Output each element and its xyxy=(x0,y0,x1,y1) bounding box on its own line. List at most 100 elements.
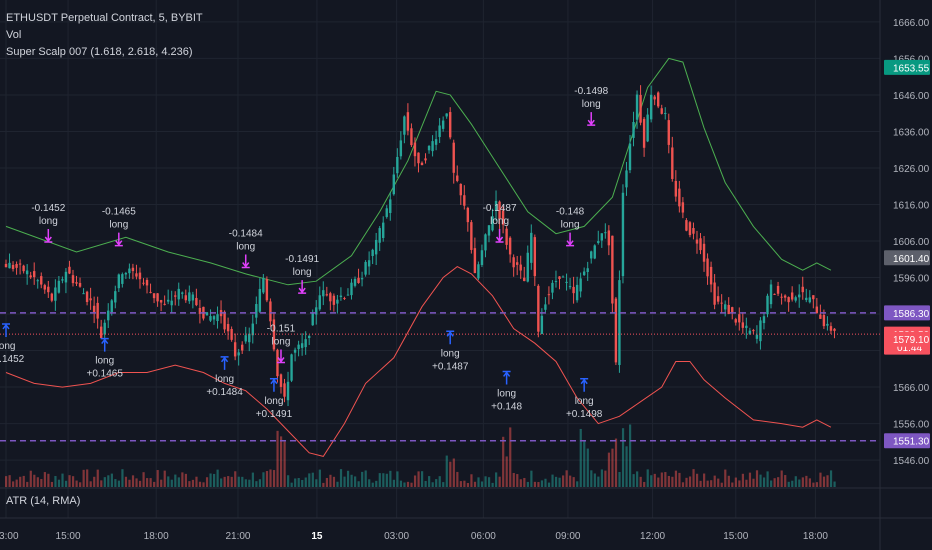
candle-body xyxy=(452,142,455,173)
volume-bar xyxy=(720,482,723,487)
candle-body xyxy=(738,314,741,323)
volume-bar xyxy=(755,470,759,487)
candle-body xyxy=(720,302,723,304)
volume-bar xyxy=(279,436,283,487)
y-tick-label: 1666.00 xyxy=(893,18,930,29)
candle-body xyxy=(50,293,54,301)
price-label-text: 1551.30 xyxy=(893,437,930,448)
candle-body xyxy=(790,292,794,300)
volume-bar xyxy=(15,479,18,487)
candle-body xyxy=(664,112,667,114)
volume-bar xyxy=(625,446,628,487)
volume-bar xyxy=(428,476,431,487)
lower-band-line xyxy=(5,266,832,457)
candle-body xyxy=(565,281,568,283)
candle-body xyxy=(170,300,173,306)
x-tick-label: 18:00 xyxy=(144,531,169,542)
short-arrow-icon xyxy=(298,280,307,294)
volume-bar xyxy=(537,482,540,487)
vol-legend[interactable]: Vol xyxy=(6,29,22,41)
volume-bar xyxy=(378,473,381,487)
candle-body xyxy=(85,291,89,302)
volume-bar xyxy=(456,471,459,487)
volume-bar xyxy=(272,470,276,487)
volume-bar xyxy=(304,477,307,487)
volume-bar xyxy=(551,474,554,487)
candle-body xyxy=(350,282,353,296)
volume-bar xyxy=(364,470,367,487)
volume-bar xyxy=(339,469,343,487)
x-tick-label: 18:00 xyxy=(803,531,828,542)
volume-bar xyxy=(477,477,480,487)
candle-body xyxy=(752,330,755,332)
candle-body xyxy=(530,232,533,263)
volume-bar xyxy=(607,452,611,487)
candle-body xyxy=(378,228,381,243)
candle-body xyxy=(399,140,403,157)
volume-bar xyxy=(770,480,773,487)
volume-bar xyxy=(512,472,515,487)
candle-body xyxy=(121,274,124,284)
volume-bar xyxy=(269,469,272,487)
candle-body xyxy=(374,239,378,255)
candle-body xyxy=(519,264,522,271)
candle-body xyxy=(731,307,734,313)
short-arrow-icon xyxy=(114,232,123,247)
volume-bar xyxy=(117,480,121,487)
candle-body xyxy=(212,316,216,320)
volume-bar xyxy=(329,474,332,487)
volume-bar xyxy=(611,448,614,487)
volume-bar xyxy=(660,472,663,487)
volume-bar xyxy=(713,475,716,487)
volume-bar xyxy=(516,474,519,487)
volume-bar xyxy=(382,473,385,487)
candle-body xyxy=(131,267,135,272)
candle-body xyxy=(283,383,286,397)
symbol-legend[interactable]: ETHUSDT Perpetual Contract, 5, BYBIT xyxy=(6,12,203,24)
candle-body xyxy=(780,296,783,298)
signal-value: +0.1452 xyxy=(0,354,25,365)
atr-legend[interactable]: ATR (14, RMA) xyxy=(6,495,81,507)
signal-value: +0.148 xyxy=(491,401,522,412)
volume-bar xyxy=(128,479,131,487)
candle-body xyxy=(117,274,121,289)
candle-body xyxy=(357,277,360,283)
volume-bar xyxy=(216,469,219,487)
volume-bar xyxy=(706,480,709,487)
candle-body xyxy=(815,306,819,314)
volume-bar xyxy=(530,470,533,487)
candle-body xyxy=(71,275,75,284)
volume-bar xyxy=(26,481,29,487)
volume-bar xyxy=(318,469,321,487)
volume-bar xyxy=(787,481,790,487)
indicator-legend[interactable]: Super Scalp 007 (1.618, 2.618, 4.236) xyxy=(6,46,193,58)
candle-body xyxy=(741,322,745,328)
price-label-countdown: 01:44 xyxy=(897,343,922,354)
candle-body xyxy=(61,279,64,281)
volume-bar xyxy=(399,480,403,487)
volume-bar xyxy=(138,480,142,487)
volume-bar xyxy=(604,470,607,487)
candle-body xyxy=(244,335,247,342)
candle-body xyxy=(685,220,688,231)
signal-value: +0.1491 xyxy=(256,409,293,420)
volume-bar xyxy=(445,455,448,487)
candle-body xyxy=(604,232,607,234)
volume-bar xyxy=(509,427,512,487)
volume-bar xyxy=(103,477,106,487)
volume-bar xyxy=(717,478,720,487)
candle-body xyxy=(389,199,392,213)
x-tick-label: 06:00 xyxy=(471,531,496,542)
candle-body xyxy=(248,333,251,343)
volume-bar xyxy=(209,473,212,487)
volume-bar xyxy=(664,472,667,487)
candle-body xyxy=(653,96,656,100)
signal-label: long xyxy=(264,396,283,407)
volume-bar xyxy=(442,482,445,487)
volume-bar xyxy=(470,474,473,487)
candle-body xyxy=(251,323,254,336)
candle-body xyxy=(593,245,596,259)
long-arrow-icon xyxy=(446,330,455,345)
volume-bar xyxy=(96,469,99,487)
